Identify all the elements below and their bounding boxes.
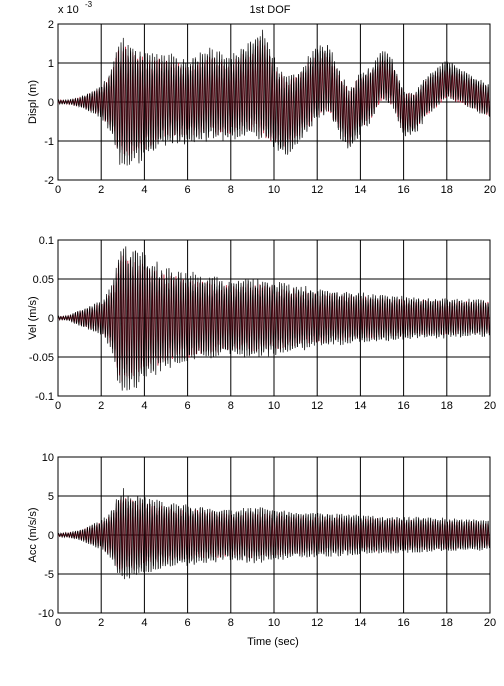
velocity-ytick-label: 0.1 bbox=[39, 235, 54, 247]
displacement-ytick-label: -1 bbox=[44, 136, 54, 148]
displacement-ylabel: Displ (m) bbox=[27, 80, 39, 124]
velocity-ytick-label: -0.1 bbox=[35, 391, 54, 403]
displacement-xtick-label: 8 bbox=[228, 184, 234, 196]
displacement-ytick-label: 0 bbox=[48, 97, 54, 109]
velocity-xtick-label: 18 bbox=[441, 400, 453, 412]
acceleration-xtick-label: 2 bbox=[98, 617, 104, 629]
displacement-xtick-label: 16 bbox=[397, 184, 409, 196]
displacement-ytick-label: -2 bbox=[44, 175, 54, 187]
figure-title: 1st DOF bbox=[250, 4, 291, 16]
acceleration-xtick-label: 4 bbox=[141, 617, 147, 629]
acceleration-xtick-label: 12 bbox=[311, 617, 323, 629]
velocity-xtick-label: 2 bbox=[98, 400, 104, 412]
displacement-xtick-label: 0 bbox=[55, 184, 61, 196]
displacement-xtick-label: 18 bbox=[441, 184, 453, 196]
velocity-xtick-label: 10 bbox=[268, 400, 280, 412]
displacement-xtick-label: 12 bbox=[311, 184, 323, 196]
acceleration-ytick-label: -5 bbox=[44, 569, 54, 581]
velocity-ytick-label: -0.05 bbox=[29, 352, 54, 364]
displacement-ytick-label: 1 bbox=[48, 58, 54, 70]
acceleration-xtick-label: 0 bbox=[55, 617, 61, 629]
displacement-xtick-label: 4 bbox=[141, 184, 147, 196]
displacement-xtick-label: 14 bbox=[354, 184, 366, 196]
velocity-xtick-label: 0 bbox=[55, 400, 61, 412]
acceleration-xtick-label: 18 bbox=[441, 617, 453, 629]
velocity-xtick-label: 6 bbox=[185, 400, 191, 412]
displacement-exponent-label: x 10 bbox=[58, 4, 79, 16]
acceleration-ytick-label: 10 bbox=[42, 452, 54, 464]
displacement-axes-frame bbox=[57, 23, 491, 181]
velocity-xtick-label: 4 bbox=[141, 400, 147, 412]
acceleration-panel: 0 2 4 6 8 10 12 14 16 18 20 10 5 0 -5 -10 Acc (m/s/s) bbox=[27, 452, 496, 629]
velocity-xtick-label: 8 bbox=[228, 400, 234, 412]
velocity-axes-frame bbox=[57, 239, 491, 397]
acceleration-xtick-label: 14 bbox=[354, 617, 366, 629]
acceleration-axes-frame bbox=[57, 456, 491, 614]
x-axis-label: Time (sec) bbox=[247, 636, 299, 648]
acceleration-series-black-line bbox=[58, 488, 490, 580]
acceleration-ytick-label: -10 bbox=[38, 608, 54, 620]
displacement-xtick-label: 2 bbox=[98, 184, 104, 196]
velocity-ylabel: Vel (m/s) bbox=[27, 296, 39, 339]
velocity-xtick-label: 16 bbox=[397, 400, 409, 412]
displacement-xtick-label: 6 bbox=[185, 184, 191, 196]
velocity-xtick-label: 14 bbox=[354, 400, 366, 412]
displacement-exponent-power: -3 bbox=[85, 0, 93, 9]
acceleration-xtick-label: 20 bbox=[484, 617, 496, 629]
velocity-ytick-label: 0.05 bbox=[33, 274, 54, 286]
displacement-series-black-line bbox=[58, 29, 490, 166]
acceleration-xtick-label: 10 bbox=[268, 617, 280, 629]
velocity-panel: 0 2 4 6 8 10 12 14 16 18 20 0.1 0.05 0 -0.05 -0.1 Vel (m… bbox=[27, 235, 496, 412]
acceleration-ylabel: Acc (m/s/s) bbox=[27, 508, 39, 563]
displacement-xtick-label: 20 bbox=[484, 184, 496, 196]
velocity-ytick-label: 0 bbox=[48, 313, 54, 325]
acceleration-xtick-label: 6 bbox=[185, 617, 191, 629]
velocity-series-black-line bbox=[58, 246, 490, 391]
velocity-xtick-label: 20 bbox=[484, 400, 496, 412]
acceleration-ytick-label: 0 bbox=[48, 530, 54, 542]
displacement-xtick-label: 10 bbox=[268, 184, 280, 196]
displacement-ytick-label: 2 bbox=[48, 19, 54, 31]
acceleration-xtick-label: 8 bbox=[228, 617, 234, 629]
acceleration-ytick-label: 5 bbox=[48, 491, 54, 503]
velocity-xtick-label: 12 bbox=[311, 400, 323, 412]
acceleration-xtick-label: 16 bbox=[397, 617, 409, 629]
